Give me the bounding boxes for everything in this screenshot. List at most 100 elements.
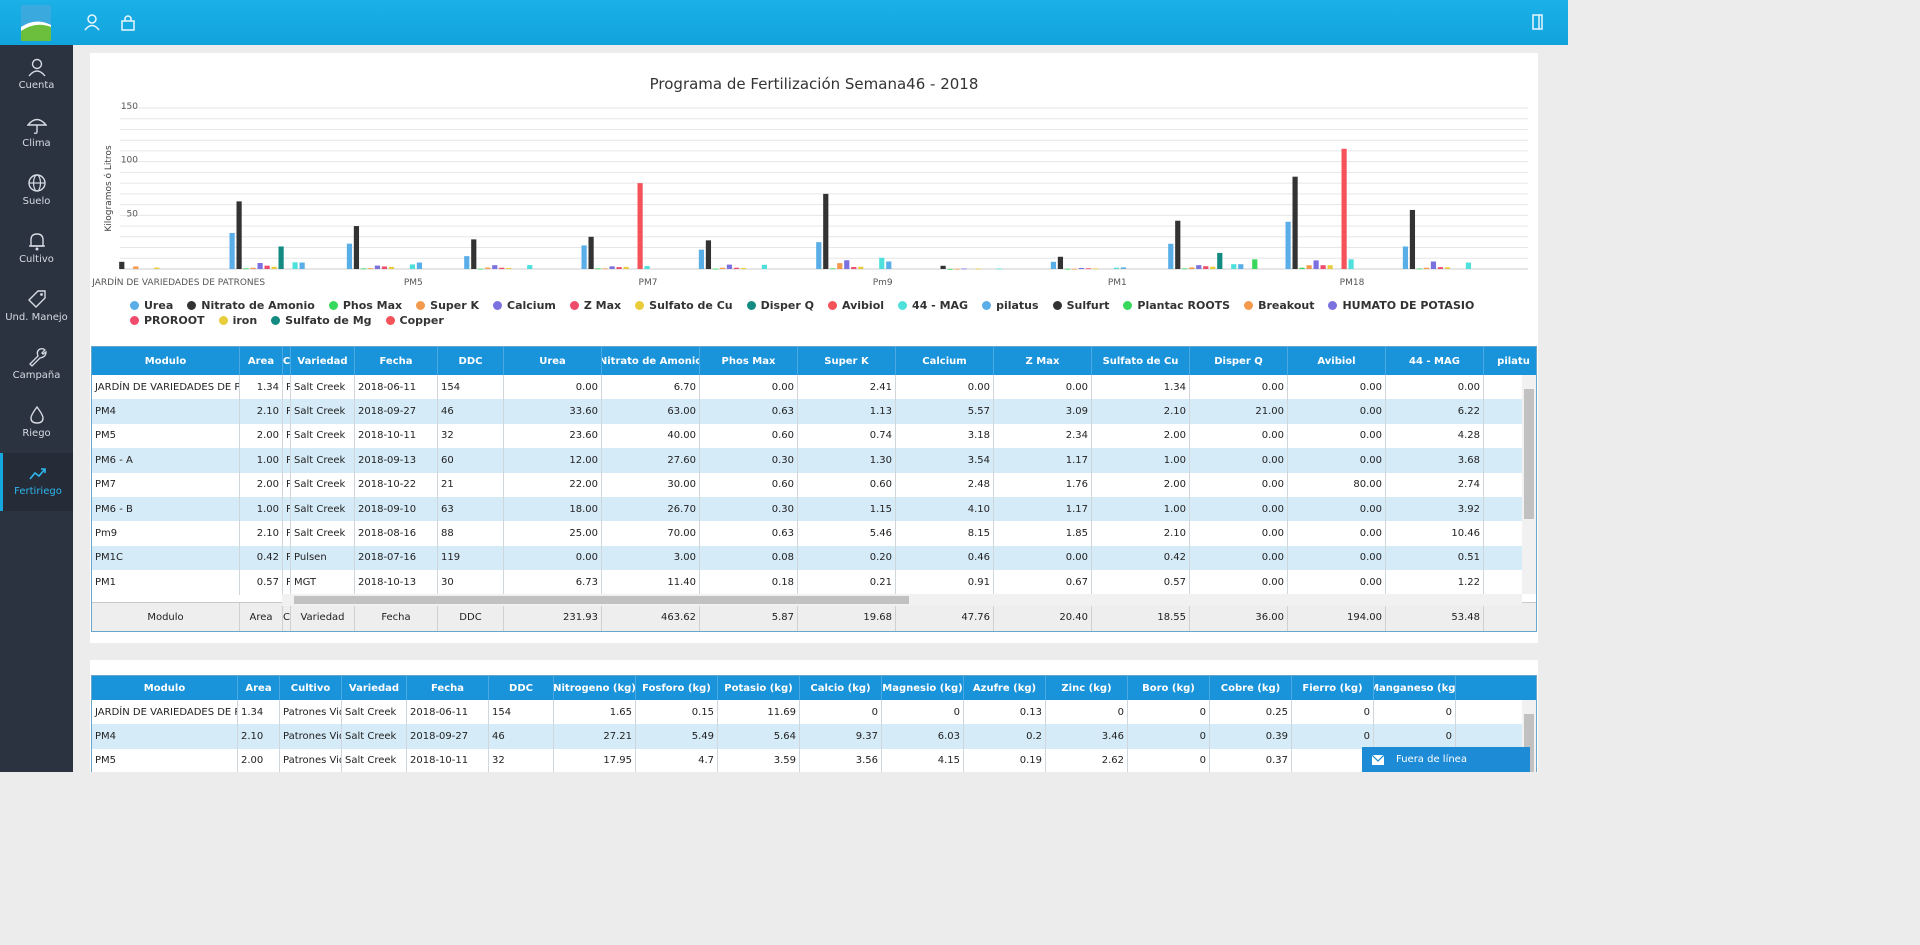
legend-item[interactable]: Calcium [493,298,556,313]
column-header[interactable]: Urea [504,347,602,375]
column-header[interactable]: Fecha [407,676,489,700]
column-header[interactable]: Avibiol [1288,347,1386,375]
column-header[interactable]: Z Max [994,347,1092,375]
legend-item[interactable]: Plantac ROOTS [1123,298,1230,313]
column-header[interactable]: Nitrato de Amonio [602,347,700,375]
table-cell: 2018-06-11 [355,375,438,400]
sidebar-item-riego[interactable]: Riego [0,395,73,453]
legend-item[interactable]: Breakout [1244,298,1314,313]
column-header[interactable]: Fierro (kg) [1292,676,1374,700]
table-cell: 2.62 [1046,748,1128,772]
table-row[interactable]: PM10.57PMGT2018-10-13306.7311.400.180.21… [92,570,1536,595]
sidebar-item-campana[interactable]: Campaña [0,337,73,395]
column-header[interactable]: Modulo [92,347,240,375]
column-header[interactable]: Zinc (kg) [1046,676,1128,700]
legend-item[interactable]: Sulfato de Cu [635,298,733,313]
table-cell: 0 [1128,700,1210,725]
scrollbar-thumb[interactable] [1524,714,1534,772]
table-cell: 23.60 [504,423,602,449]
column-header[interactable]: Cobre (kg) [1210,676,1292,700]
sidebar-item-cultivo[interactable]: Cultivo [0,221,73,279]
table-row[interactable]: PM4 2.10 Patrones Vid Salt Creek 2018-09-27 4… [92,724,1536,749]
column-header[interactable]: Potasio (kg) [718,676,800,700]
table-row[interactable]: PM6 - A1.00PSalt Creek2018-09-136012.002… [92,448,1536,473]
legend-item[interactable]: iron [218,313,257,328]
vertical-scrollbar[interactable] [1522,375,1536,594]
legend-item[interactable]: HUMATO DE POTASIO [1328,298,1474,313]
scrollbar-thumb[interactable] [294,596,909,604]
sidebar-item-clima[interactable]: Clima [0,105,73,163]
legend-item[interactable]: Avibiol [828,298,884,313]
legend-item[interactable]: Disper Q [746,298,814,313]
legend-item[interactable]: PROROOT [130,313,205,328]
table-cell: 0.00 [1288,545,1386,571]
column-header[interactable]: pilatu [1484,347,1536,375]
column-header[interactable]: Nitrogeno (kg) [554,676,636,700]
column-header[interactable]: Calcium [896,347,994,375]
table-cell: 80.00 [1288,472,1386,497]
column-header[interactable]: Variedad [291,347,355,375]
sidebar-item-fertiriego[interactable]: Fertiriego [0,453,73,511]
legend-item[interactable]: Nitrato de Amonio [187,298,315,313]
column-header[interactable]: Phos Max [700,347,798,375]
table-row[interactable]: PM5 2.00 Patrones Vid Salt Creek 2018-10-11 3… [92,748,1536,772]
sidebar-item-und-manejo[interactable]: Und. Manejo [0,279,73,337]
scrollbar-thumb[interactable] [1524,389,1534,519]
table-cell: 11.40 [602,570,700,595]
column-header[interactable]: Disper Q [1190,347,1288,375]
table-cell: 33.60 [504,399,602,424]
bar [1313,260,1319,269]
column-header[interactable]: Boro (kg) [1128,676,1210,700]
table-cell: 0.46 [896,545,994,571]
column-header[interactable]: Calcio (kg) [800,676,882,700]
table-row[interactable]: JARDÍN DE VARIEDADES DE PA...1.34PSalt C… [92,375,1536,400]
legend-item[interactable]: Urea [130,298,173,313]
legend-label: Plantac ROOTS [1137,299,1231,312]
column-header[interactable]: Super K [798,347,896,375]
table-cell: 6.73 [504,570,602,595]
column-header[interactable]: Variedad [342,676,407,700]
column-header[interactable]: DDC [438,347,504,375]
offline-status[interactable]: Fuera de línea [1362,747,1530,772]
sidebar-item-suelo[interactable]: Suelo [0,163,73,221]
legend-item[interactable]: Super K [416,298,479,313]
bar [243,268,249,270]
table-row[interactable]: PM1C0.42PPulsen2018-07-161190.003.000.08… [92,545,1536,571]
table-cell: Salt Creek [342,724,407,749]
legend-item[interactable]: 44 - MAG [898,298,968,313]
column-header[interactable]: Azufre (kg) [964,676,1046,700]
lock-icon[interactable] [120,13,136,31]
column-header[interactable]: DDC [489,676,554,700]
column-header[interactable]: Magnesio (kg) [882,676,964,700]
column-header[interactable]: Manganeso (kg) [1374,676,1456,700]
column-header[interactable]: Fecha [355,347,438,375]
user-icon[interactable] [84,13,100,31]
legend-item[interactable]: Sulfurt [1052,298,1109,313]
table-cell: 0.08 [700,545,798,571]
panel-toggle-icon[interactable] [1530,13,1546,31]
column-header[interactable]: Modulo [92,676,238,700]
legend-item[interactable]: Phos Max [328,298,402,313]
legend-item[interactable]: Z Max [569,298,621,313]
legend-item[interactable]: pilatus [982,298,1039,313]
column-header[interactable]: Sulfato de Cu [1092,347,1190,375]
legend-item[interactable]: Copper [385,313,444,328]
table-row[interactable]: PM6 - B1.00PSalt Creek2018-09-106318.002… [92,496,1536,522]
table-cell: Pulsen [291,545,355,571]
column-header[interactable]: Fosforo (kg) [636,676,718,700]
table-row[interactable]: JARDÍN DE VARIEDADES DE PA...1.34Patrone… [92,700,1536,725]
column-header[interactable]: C [283,347,291,375]
table-cell: 0.00 [1190,570,1288,595]
column-header[interactable]: Cultivo [280,676,342,700]
column-header[interactable]: 44 - MAG [1386,347,1484,375]
app-logo-icon[interactable] [21,5,51,41]
horizontal-scrollbar[interactable] [282,594,1522,606]
column-header[interactable]: Area [238,676,280,700]
legend-item[interactable]: Sulfato de Mg [271,313,372,328]
column-header[interactable]: Area [240,347,283,375]
sidebar-item-cuenta[interactable]: Cuenta [0,47,73,105]
